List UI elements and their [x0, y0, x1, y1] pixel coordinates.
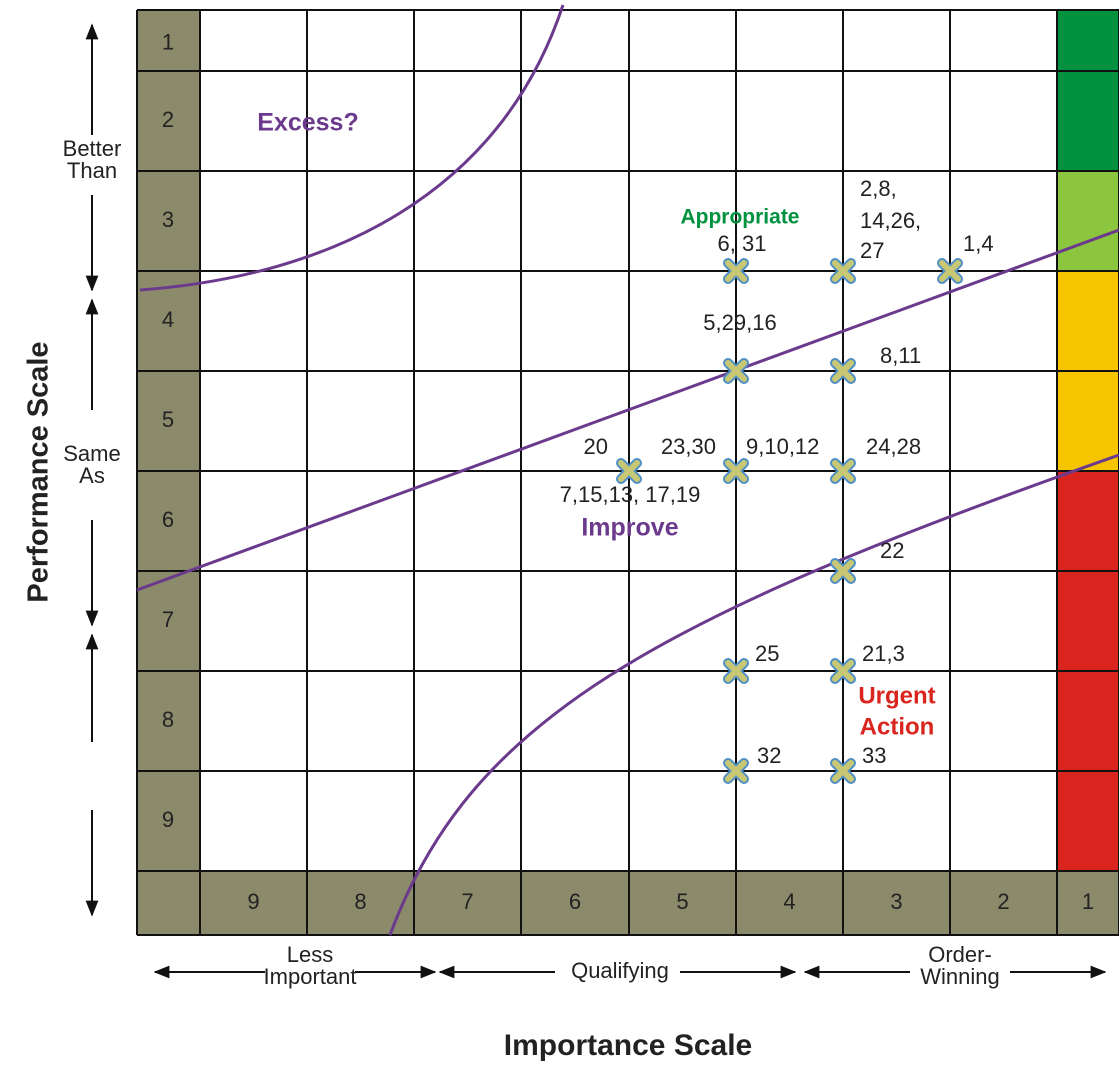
region-label: Urgent [858, 682, 935, 709]
marker-label: 9,10,12 [746, 434, 819, 459]
marker-label: 5,29,16 [703, 310, 776, 335]
marker-label: 24,28 [866, 434, 921, 459]
marker-label: 20 [584, 434, 608, 459]
row-label: 3 [162, 207, 174, 232]
marker [832, 460, 854, 482]
column-label: 2 [997, 889, 1009, 914]
region-label: Excess? [257, 109, 358, 137]
boundary-curve [139, 4, 565, 292]
marker [725, 660, 747, 682]
column-label: 5 [676, 889, 688, 914]
color-band [1057, 171, 1119, 271]
column-label: 6 [569, 889, 581, 914]
region-label: Improve [581, 514, 678, 542]
marker [832, 260, 854, 282]
column-label: 1 [1082, 889, 1094, 914]
column-label: 7 [461, 889, 473, 914]
column-label: 8 [354, 889, 366, 914]
axis-group-label: Winning [920, 964, 999, 989]
marker-label: 33 [862, 743, 886, 768]
row-label: 5 [162, 407, 174, 432]
axis-group-label: Qualifying [571, 958, 669, 983]
column-label: 4 [783, 889, 795, 914]
row-label: 6 [162, 507, 174, 532]
row-label: 4 [162, 307, 174, 332]
boundary-curve [388, 453, 1119, 936]
row-label: 8 [162, 707, 174, 732]
marker [939, 260, 961, 282]
marker [832, 360, 854, 382]
marker [725, 360, 747, 382]
marker-label: 14,26, [860, 208, 921, 233]
marker-label: 27 [860, 238, 884, 263]
marker [832, 660, 854, 682]
column-label: 9 [247, 889, 259, 914]
axis-group-label: Order- [928, 942, 992, 967]
region-label: Appropriate [680, 206, 799, 229]
axis-group-label: Important [264, 964, 357, 989]
axis-group-label: As [79, 463, 105, 488]
row-label: 9 [162, 807, 174, 832]
marker-label: 23,30 [661, 434, 716, 459]
marker-label: 7,15,13, 17,19 [560, 482, 701, 507]
vertical-axis-title: Performance Scale [23, 341, 55, 602]
axis-group-label: Than [67, 158, 117, 183]
column-label: 3 [890, 889, 902, 914]
marker [725, 260, 747, 282]
axis-group-label: Same [63, 441, 120, 466]
marker [832, 760, 854, 782]
row-label: 2 [162, 107, 174, 132]
marker-label: 32 [757, 743, 781, 768]
row-label: 7 [162, 607, 174, 632]
marker-label: 22 [880, 538, 904, 563]
left-band [137, 10, 200, 935]
marker-label: 1,4 [963, 231, 994, 256]
horizontal-axis-title: Importance Scale [504, 1029, 752, 1062]
region-label: Action [860, 713, 935, 740]
marker [832, 560, 854, 582]
boundary-curve [136, 228, 1119, 592]
axis-group-label: Less [287, 942, 333, 967]
marker-label: 25 [755, 641, 779, 666]
marker [725, 760, 747, 782]
marker-label: 6, 31 [718, 231, 767, 256]
marker-label: 8,11 [880, 343, 921, 368]
marker [725, 460, 747, 482]
color-band [1057, 10, 1119, 171]
row-label: 1 [162, 29, 174, 54]
marker-label: 21,3 [862, 641, 905, 666]
axis-group-label: Better [63, 136, 122, 161]
marker-label: 2,8, [860, 176, 897, 201]
marker [618, 460, 640, 482]
